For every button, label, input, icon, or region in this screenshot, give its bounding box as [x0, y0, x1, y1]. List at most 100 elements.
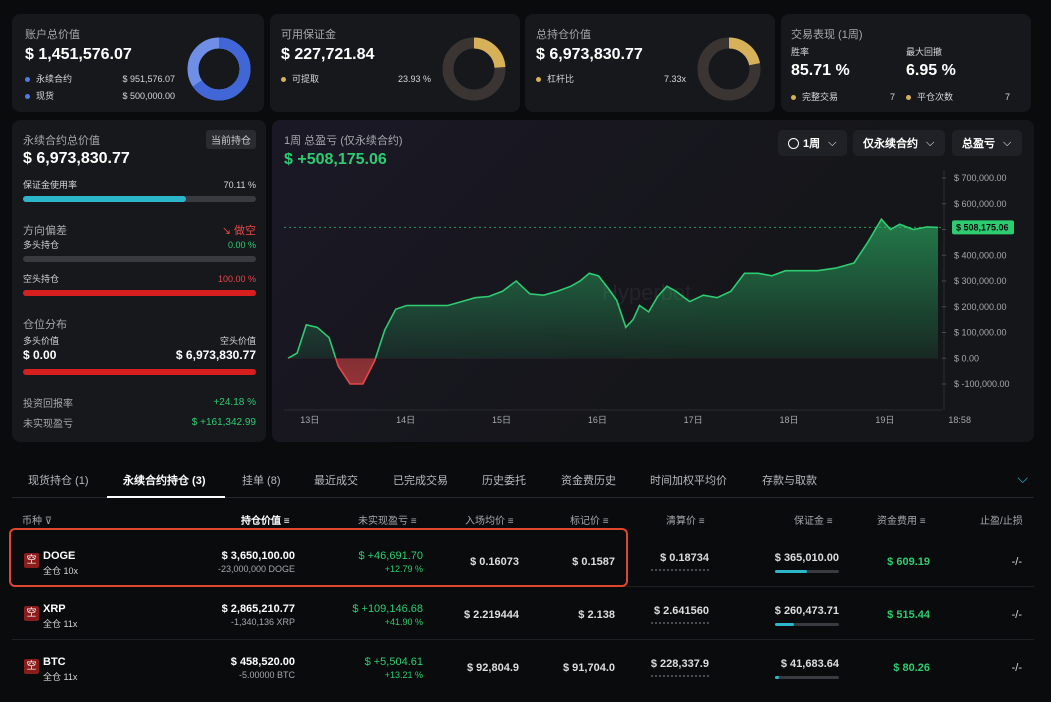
tab-deposits[interactable]: 存款与取款 — [762, 475, 817, 487]
x-tick-label: 18:58 — [948, 415, 971, 425]
table-row[interactable]: 空 DOGE 全仓 10x $ 3,650,100.00 -23,000,000… — [9, 528, 1034, 587]
margin-bar — [775, 623, 839, 626]
margin-usage-bar — [23, 196, 256, 202]
tab-twap[interactable]: 时间加权平均价 — [650, 475, 727, 487]
x-tick-label: 16日 — [588, 415, 607, 425]
funding-value: $ 80.26 — [893, 662, 930, 674]
margin-value: $ 365,010.00 — [774, 552, 839, 564]
holdings-donut — [697, 37, 761, 101]
pnl-chart-value: $ +508,175.06 — [284, 151, 387, 168]
done-trades-row: 完整交易 7 — [791, 90, 895, 103]
short-bar — [23, 290, 256, 296]
drawdown-label: 最大回撤 — [906, 47, 943, 57]
account-value-label: 账户总价值 — [25, 29, 80, 41]
col-margin[interactable]: 保证金 ≡ — [794, 516, 833, 527]
long-bar — [23, 256, 256, 262]
holdings-card: 总持仓价值 $ 6,973,830.77 杠杆比 7.33x — [525, 14, 775, 112]
available-margin-value: $ 227,721.84 — [281, 46, 375, 63]
position-value: $ 2,865,210.77 — [221, 603, 295, 615]
position-size: -5.00000 BTC — [238, 670, 295, 680]
margin-donut — [442, 37, 506, 101]
period-select[interactable]: 1周 ⌵ — [778, 130, 847, 156]
col-coin[interactable]: 币种 ⊽ — [22, 516, 53, 527]
x-tick-label: 15日 — [492, 415, 511, 425]
sort-icon: ≡ — [919, 516, 926, 527]
pnl-line-positive — [287, 217, 939, 359]
table-row[interactable]: 空 BTC 全仓 11x $ 458,520.00 -5.00000 BTC $… — [12, 641, 1034, 693]
roi-row: 投资回报率 +24.18 % — [23, 397, 256, 410]
position-size: -1,340,136 XRP — [230, 617, 295, 627]
scope-select[interactable]: 仅永续合约 ⌵ — [853, 130, 945, 156]
sort-icon: ≡ — [283, 516, 290, 527]
coin-name: DOGE — [43, 550, 76, 562]
close-count-row: 平仓次数 7 — [906, 90, 1010, 103]
tab-orders[interactable]: 挂单 (8) — [242, 475, 281, 487]
col-entry[interactable]: 入场均价 ≡ — [465, 516, 514, 527]
x-tick-label: 18日 — [780, 415, 799, 425]
sort-icon: ≡ — [698, 516, 705, 527]
tab-perp[interactable]: 永续合约持仓 (3) — [123, 475, 206, 487]
table-row[interactable]: 空 XRP 全仓 11x $ 2,865,210.77 -1,340,136 X… — [12, 588, 1034, 640]
liq-price: $ 228,337.9 — [650, 658, 709, 670]
tab-funding-history[interactable]: 资金费历史 — [561, 475, 616, 487]
long-row: 多头持仓 0.00 % — [23, 239, 256, 251]
upnl-value: $ +46,691.70 — [358, 550, 423, 562]
pnl-area-positive — [288, 219, 938, 359]
available-margin-label: 可用保证金 — [281, 29, 336, 41]
funding-value: $ 609.19 — [887, 556, 930, 568]
y-tick-label: $ 0.00 — [954, 353, 979, 363]
withdrawable-row: 可提取 23.93 % — [281, 72, 431, 85]
col-upnl[interactable]: 未实现盈亏 ≡ — [358, 516, 417, 527]
entry-price: $ 0.16073 — [470, 556, 519, 568]
position-tabs: 现货持仓 (1) 永续合约持仓 (3) 挂单 (8) 最近成交 已完成交易 历史… — [12, 462, 1034, 498]
col-funding[interactable]: 资金费用 ≡ — [877, 516, 926, 527]
account-spot-row: 现货 $ 500,000.00 — [25, 89, 175, 102]
mark-price: $ 2.138 — [578, 609, 615, 621]
col-mark[interactable]: 标记价 ≡ — [570, 516, 609, 527]
metric-select[interactable]: 总盈亏 ⌵ — [952, 130, 1022, 156]
pnl-chart-title: 1周 总盈亏 (仅永续合约) — [284, 135, 403, 147]
chevron-down-icon: ⌵ — [1003, 136, 1012, 149]
chevron-down-icon: ⌵ — [828, 136, 837, 149]
position-value: $ 458,520.00 — [230, 656, 295, 668]
liq-distance-bar — [651, 674, 709, 677]
col-liq[interactable]: 清算价 ≡ — [666, 516, 705, 527]
y-tick-label: $ 600,000.00 — [954, 199, 1007, 209]
y-tick-label: $ 700,000.00 — [954, 173, 1007, 183]
tab-spot[interactable]: 现货持仓 (1) — [28, 475, 89, 487]
y-tick-label: $ -100,000.00 — [954, 379, 1010, 389]
upnl-pct: +13.21 % — [384, 670, 423, 680]
tab-completed[interactable]: 已完成交易 — [393, 475, 448, 487]
upnl-value: $ +5,504.61 — [364, 656, 423, 668]
clock-icon — [788, 137, 799, 149]
distribution-bar — [23, 369, 256, 375]
performance-label: 交易表现 (1周) — [791, 29, 863, 41]
position-size: -23,000,000 DOGE — [217, 564, 295, 574]
perp-title: 永续合约总价值 — [23, 135, 100, 147]
leverage: 全仓 10x — [43, 566, 79, 576]
tpsl-value[interactable]: -/- — [1011, 609, 1022, 621]
margin-bar — [775, 676, 839, 679]
mark-price: $ 0.1587 — [572, 556, 615, 568]
tab-history-orders[interactable]: 历史委托 — [482, 475, 526, 487]
tpsl-value[interactable]: -/- — [1011, 662, 1022, 674]
account-donut — [187, 37, 251, 101]
chevron-down-icon: ⌵ — [926, 136, 935, 149]
winrate-value: 85.71 % — [791, 62, 850, 79]
coin-name: BTC — [43, 656, 66, 668]
y-tick-label: $ 400,000.00 — [954, 250, 1007, 260]
coin-name: XRP — [43, 603, 66, 615]
tpsl-value[interactable]: -/- — [1011, 556, 1022, 568]
trend-down-icon: ↘ — [221, 225, 231, 237]
col-tpsl[interactable]: 止盈/止损 — [980, 516, 1023, 527]
col-value[interactable]: 持仓价值 ≡ — [241, 516, 290, 527]
x-tick-label: 19日 — [875, 415, 894, 425]
upnl-pct: +12.79 % — [384, 564, 423, 574]
short-badge: 空 — [24, 659, 39, 674]
upnl-value: $ +109,146.68 — [352, 603, 423, 615]
y-tick-label: $ 300,000.00 — [954, 276, 1007, 286]
tab-recent-fills[interactable]: 最近成交 — [314, 475, 358, 487]
sort-icon: ≡ — [507, 516, 514, 527]
distribution-values: $ 0.00 $ 6,973,830.77 — [23, 348, 256, 362]
chevron-down-icon[interactable]: ⌵ — [1017, 470, 1028, 486]
